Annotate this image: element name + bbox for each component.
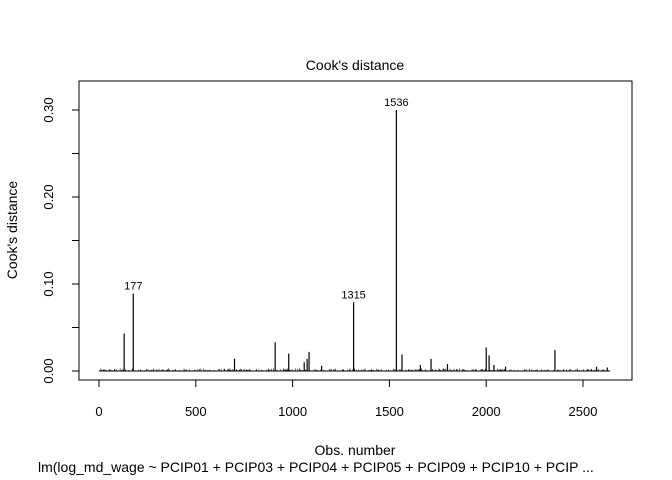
x-tick-label: 2000 — [472, 404, 501, 419]
y-tick-label: 0.00 — [41, 358, 56, 383]
x-axis-title: Obs. number — [315, 442, 396, 458]
y-axis-title: Cook's distance — [4, 181, 20, 280]
model-formula: lm(log_md_wage ~ PCIP01 + PCIP03 + PCIP0… — [38, 459, 594, 475]
point-label-1315: 1315 — [341, 289, 365, 301]
plot-box — [78, 80, 633, 381]
point-label-1536: 1536 — [384, 97, 408, 109]
x-tick-label: 500 — [185, 404, 207, 419]
point-labels: 177 1315 1536 — [124, 97, 409, 301]
y-tick-label: 0.10 — [41, 271, 56, 296]
point-label-177: 177 — [124, 281, 142, 293]
y-tick-label: 0.30 — [41, 97, 56, 122]
x-tick-label: 2500 — [569, 404, 598, 419]
x-tick-label: 1000 — [278, 404, 307, 419]
x-axis: 0 500 1000 1500 2000 2500 — [95, 379, 598, 419]
x-tick-label: 1500 — [375, 404, 404, 419]
spike-series — [98, 110, 611, 372]
chart-title: Cook's distance — [306, 57, 405, 73]
x-tick-label: 0 — [95, 404, 102, 419]
y-axis: 0.00 0.10 0.20 0.30 — [41, 97, 80, 384]
y-tick-label: 0.20 — [41, 184, 56, 209]
